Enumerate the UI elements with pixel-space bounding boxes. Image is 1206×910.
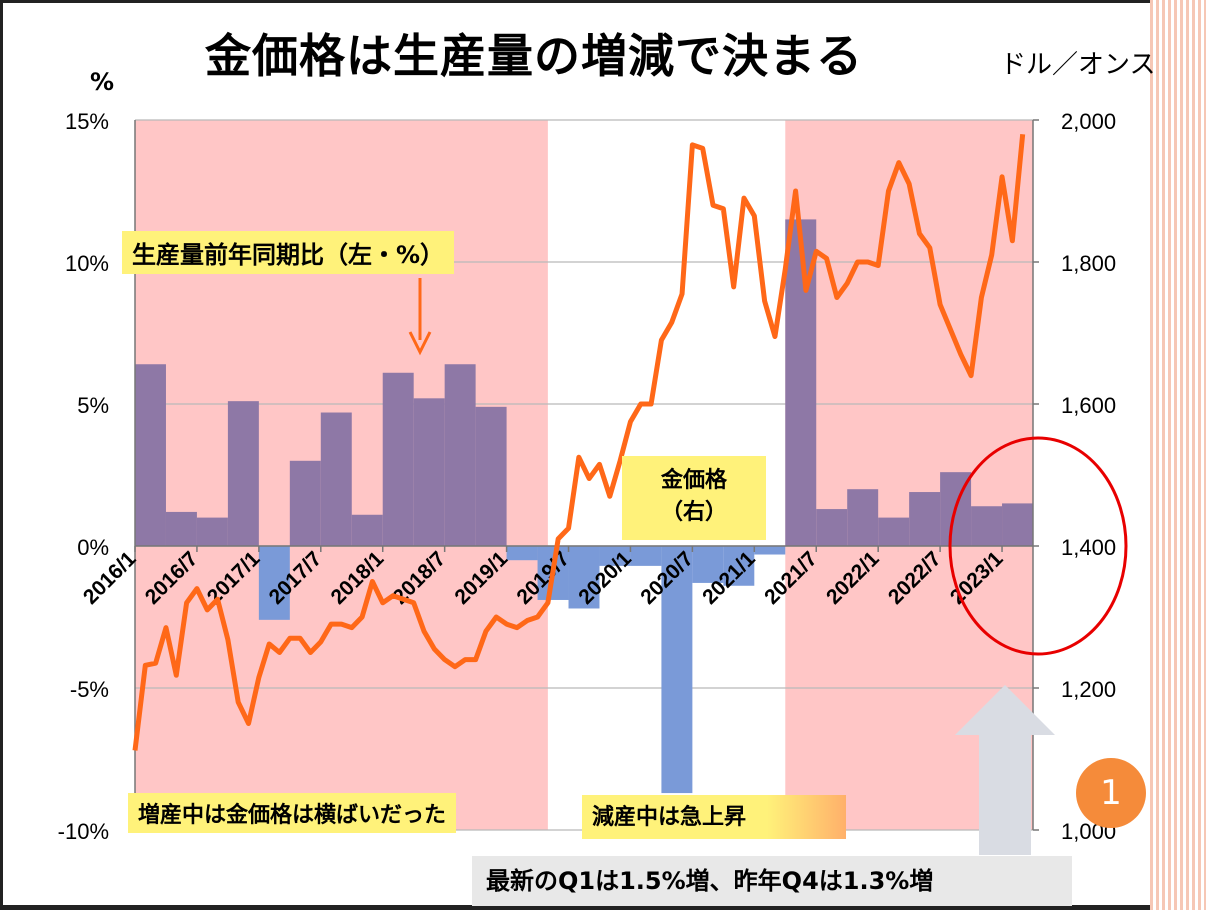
bar-2019Q4	[599, 546, 631, 566]
gold-label-line2: （右）	[660, 500, 727, 525]
left-tick-label: 0%	[77, 535, 109, 560]
bar-2021Q1	[754, 546, 786, 555]
right-tick-label: 1,200	[1061, 677, 1116, 702]
bar-2018Q3	[444, 364, 476, 546]
decrease-note: 減産中は急上昇	[582, 795, 846, 839]
production-series-label: 生産量前年同期比（左・%）	[122, 231, 455, 274]
bar-2017Q4	[351, 514, 383, 546]
frame-top-border	[0, 0, 1206, 3]
highlight-circle	[948, 436, 1128, 656]
left-tick-label: 5%	[77, 393, 109, 418]
bar-2016Q4	[227, 401, 259, 546]
bar-2021Q4	[847, 489, 879, 546]
gold-label-line1: 金価格	[660, 468, 727, 493]
left-axis-unit: %	[90, 68, 115, 96]
bar-2017Q2	[289, 460, 321, 546]
right-tick-label: 1,800	[1061, 251, 1116, 276]
bar-2021Q3	[816, 509, 848, 546]
bar-2016Q1	[135, 364, 166, 546]
bar-2016Q3	[196, 517, 228, 546]
right-axis-unit: ドル／オンス	[1000, 50, 1156, 80]
right-tick-label: 1,600	[1061, 393, 1116, 418]
bar-2022Q4	[971, 506, 1003, 546]
bar-2022Q2	[909, 492, 941, 546]
chart-title: 金価格は生産量の増減で決まる	[205, 29, 863, 83]
bar-2020Q1	[630, 546, 662, 566]
bar-2018Q2	[413, 398, 445, 546]
bar-2017Q1	[258, 546, 290, 620]
left-tick-label: -5%	[70, 677, 109, 702]
bar-2019Q3	[568, 546, 600, 609]
bar-2020Q2	[661, 546, 693, 794]
bar-2023Q1	[1002, 503, 1033, 546]
left-tick-label: 10%	[65, 251, 109, 276]
bar-2018Q1	[382, 372, 414, 546]
bar-2018Q4	[475, 406, 507, 546]
left-tick-label: 15%	[65, 109, 109, 134]
page-number-badge: 1	[1076, 758, 1146, 828]
frame-bottom-border	[0, 905, 1206, 910]
bar-2019Q1	[506, 546, 538, 561]
bar-2022Q1	[878, 517, 910, 546]
left-tick-label: -10%	[58, 819, 109, 844]
arrow-head-icon	[408, 331, 432, 356]
bar-2016Q2	[165, 511, 197, 546]
bar-2017Q3	[320, 412, 352, 546]
increase-note: 増産中は金価格は横ばいだった	[128, 793, 457, 833]
latest-note: 最新のQ1は1.5%増、昨年Q4は1.3%増	[472, 856, 1072, 906]
gold-series-label: 金価格 （右）	[622, 456, 766, 540]
right-tick-label: 2,000	[1061, 109, 1116, 134]
right-tick-label: 1,400	[1061, 535, 1116, 560]
up-arrow-icon	[955, 685, 1055, 855]
decorative-stripes	[1150, 0, 1206, 910]
bar-2020Q4	[723, 546, 755, 586]
bar-2020Q3	[692, 546, 724, 583]
frame-left-border	[0, 0, 3, 910]
